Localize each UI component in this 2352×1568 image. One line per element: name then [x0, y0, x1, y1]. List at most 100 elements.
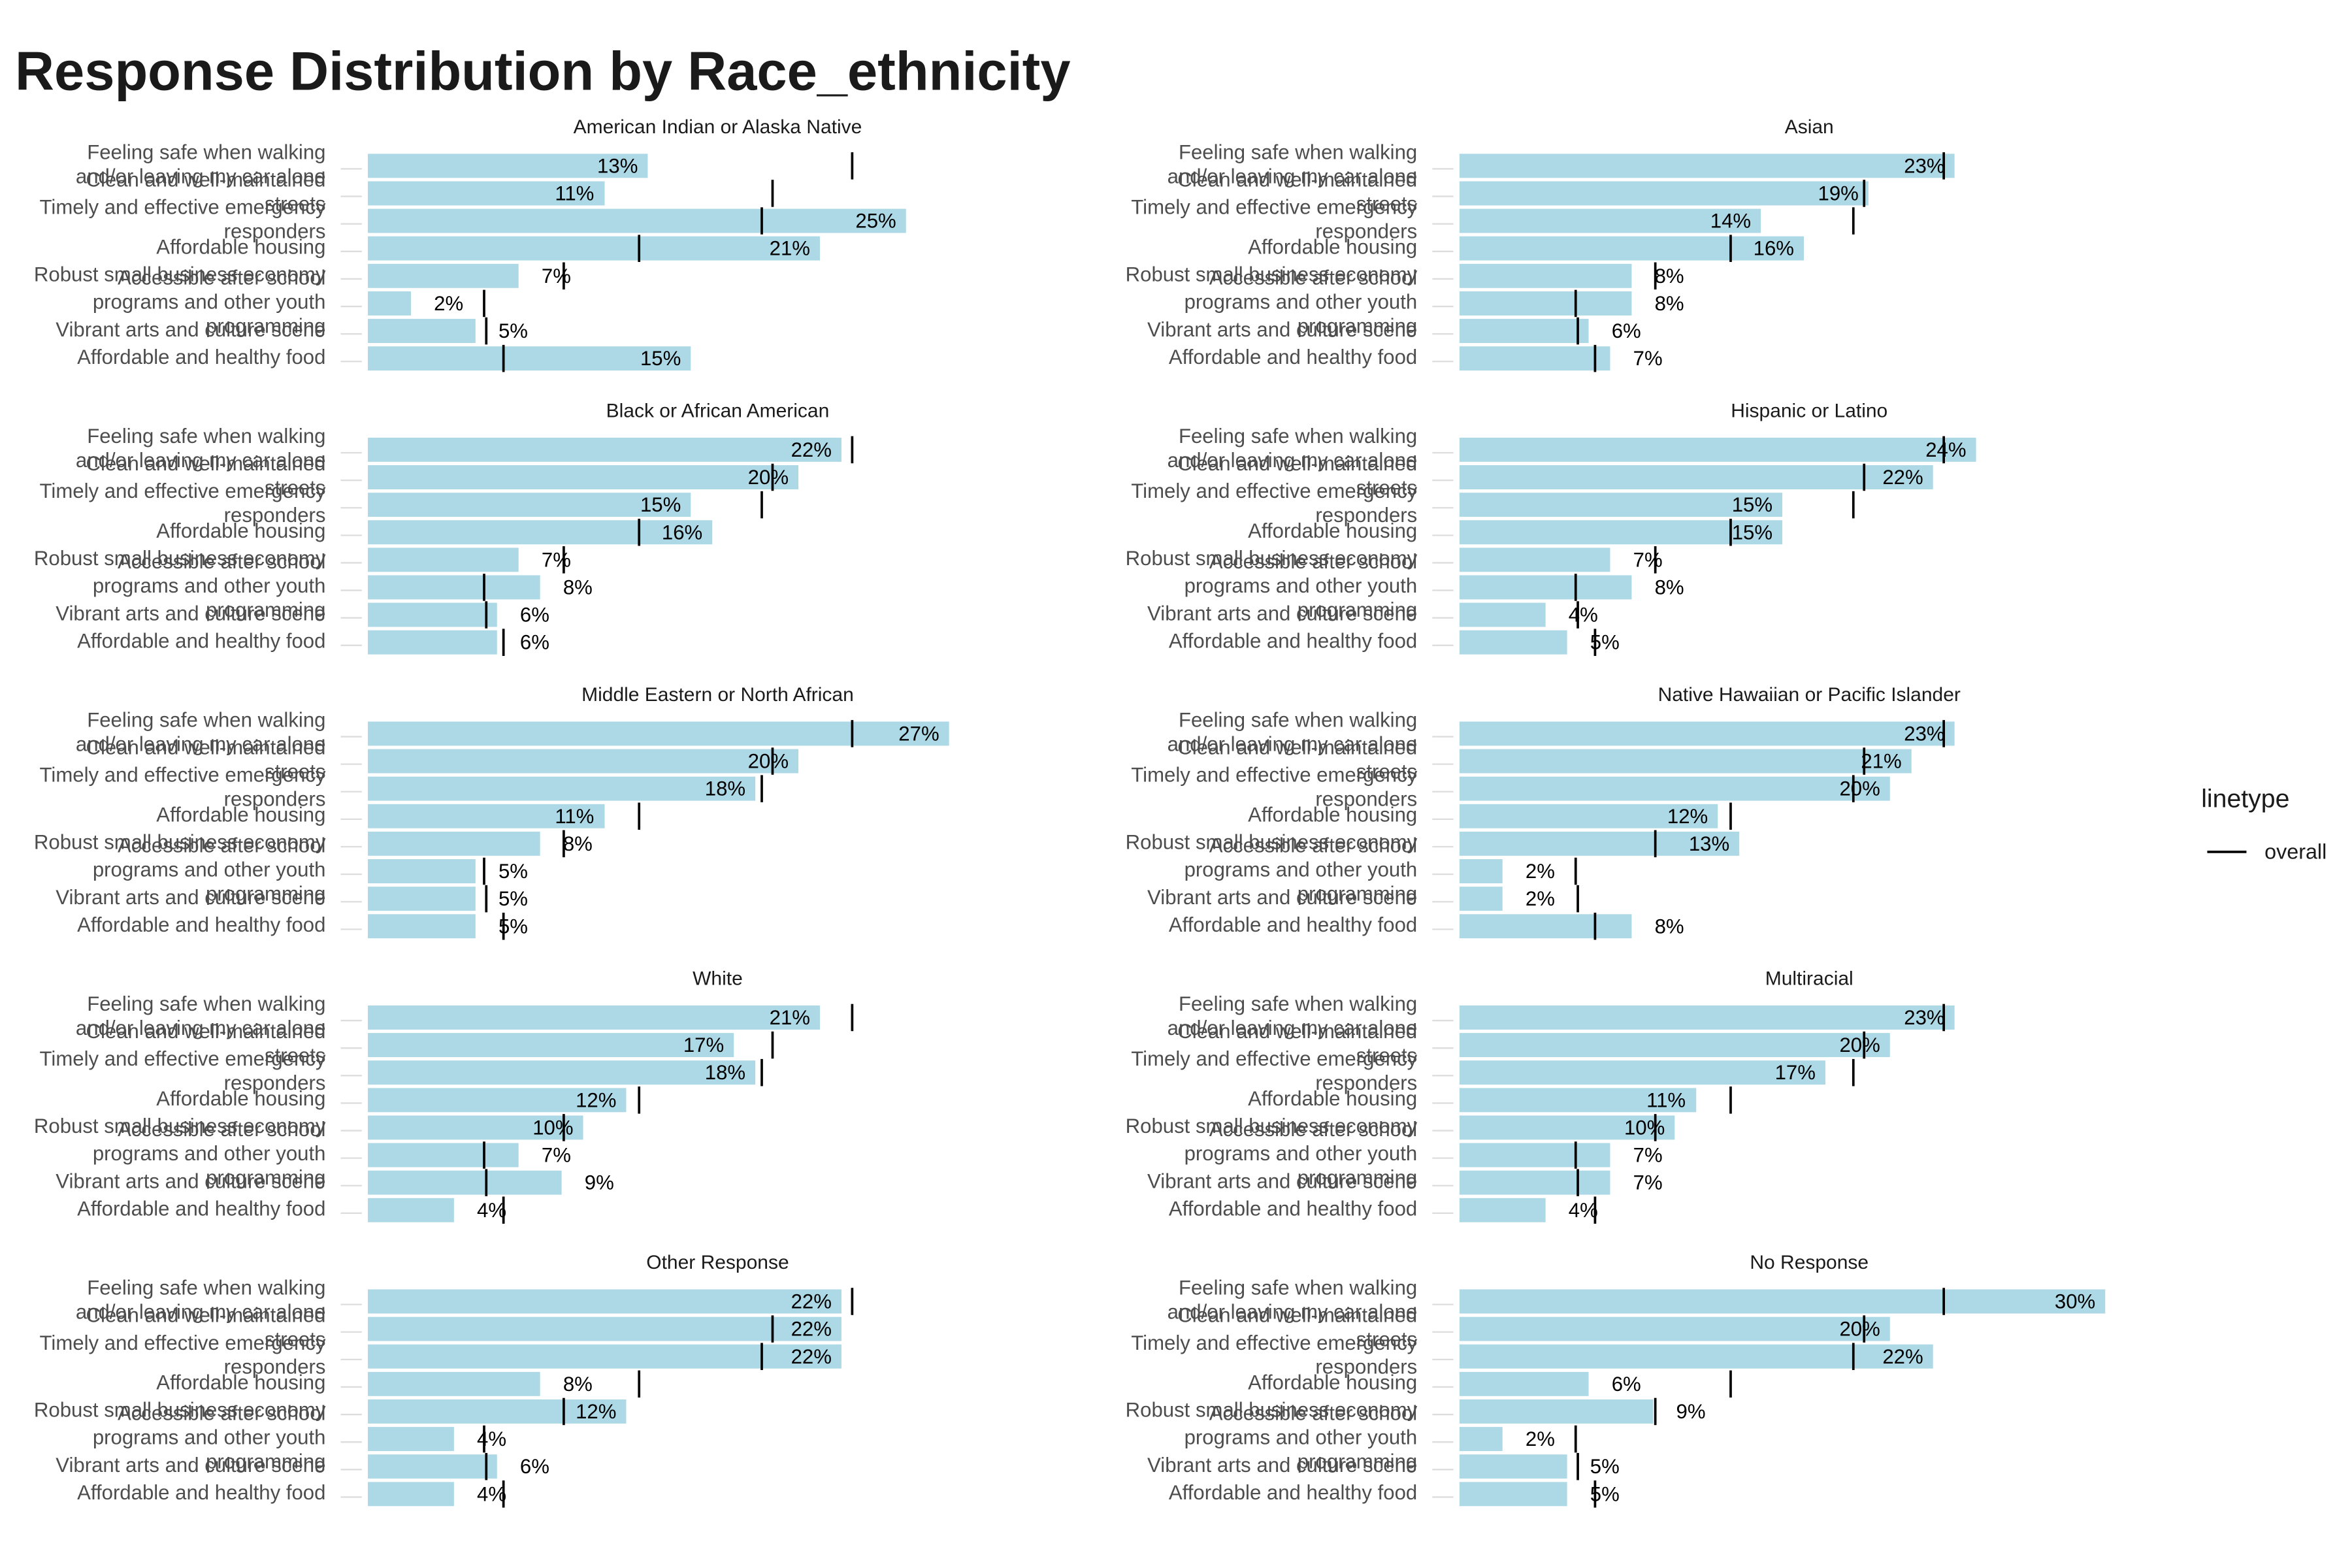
value-label: 6%	[1612, 319, 1641, 342]
value-label: 9%	[1676, 1400, 1706, 1423]
bar	[1459, 1170, 1610, 1195]
category-label: Timely and effective emergency responders	[1131, 1331, 1417, 1379]
bar	[368, 1033, 734, 1058]
value-label: 22%	[1882, 466, 1923, 489]
category-label: Feeling safe when walking and/or leaving …	[1168, 992, 1418, 1039]
category-label: Affordable and healthy food	[1169, 1198, 1417, 1220]
value-label: 8%	[563, 576, 593, 599]
value-label: 2%	[1526, 860, 1555, 883]
chart-title: Response Distribution by Race_ethnicity	[15, 41, 1070, 101]
value-label: 2%	[1526, 1428, 1555, 1450]
value-label: 22%	[791, 1318, 832, 1341]
category-label: Affordable and healthy food	[1169, 913, 1417, 936]
value-label: 7%	[542, 1144, 571, 1167]
value-label: 5%	[498, 915, 528, 938]
category-label: Accessible after school programs and othe…	[1184, 267, 1418, 338]
value-label: 20%	[748, 750, 789, 773]
bar	[368, 1170, 562, 1195]
category-label: Clean and well-maintained streets	[1177, 452, 1417, 499]
value-label: 6%	[520, 604, 549, 627]
bar	[368, 1060, 756, 1085]
bar	[1459, 181, 1869, 206]
bar	[368, 804, 605, 828]
bar	[1459, 493, 1783, 517]
value-label: 23%	[1904, 1006, 1944, 1029]
category-label: Vibrant arts and culture scene	[1147, 1454, 1417, 1477]
category-label: Feeling safe when walking and/or leaving …	[76, 992, 326, 1039]
bar	[1459, 1316, 1890, 1341]
value-label: 2%	[434, 292, 463, 315]
value-label: 23%	[1904, 154, 1944, 177]
value-label: 4%	[1569, 1199, 1598, 1222]
bar	[368, 547, 519, 572]
value-label: 7%	[1633, 1171, 1663, 1194]
facet-title: Middle Eastern or North African	[581, 684, 854, 706]
category-label: Robust small business economy	[34, 831, 326, 854]
bar	[368, 630, 497, 655]
bar	[1459, 721, 1955, 746]
category-label: Vibrant arts and culture scene	[1147, 886, 1417, 909]
bar	[1459, 749, 1912, 774]
value-label: 20%	[1839, 777, 1880, 800]
value-label: 11%	[555, 805, 594, 828]
facet-title: Other Response	[646, 1252, 789, 1273]
category-label: Vibrant arts and culture scene	[1147, 318, 1417, 341]
value-label: 17%	[1775, 1061, 1816, 1084]
facet-title: Asian	[1785, 116, 1834, 138]
value-label: 21%	[770, 237, 810, 260]
category-label: Affordable housing	[156, 804, 325, 826]
category-label: Affordable housing	[156, 1087, 325, 1110]
category-label: Accessible after school programs and othe…	[93, 267, 326, 338]
bar	[368, 721, 949, 746]
category-label: Affordable and healthy food	[1169, 629, 1417, 652]
value-label: 24%	[1925, 438, 1966, 461]
category-label: Affordable and healthy food	[1169, 346, 1417, 368]
category-label: Robust small business economy	[1126, 1399, 1418, 1422]
category-label: Accessible after school programs and othe…	[93, 1402, 326, 1473]
category-label: Feeling safe when walking and/or leaving …	[76, 1277, 326, 1324]
category-label: Accessible after school programs and othe…	[1184, 550, 1418, 621]
value-label: 20%	[1839, 1034, 1880, 1056]
category-label: Clean and well-maintained streets	[86, 452, 325, 499]
bar	[368, 437, 841, 462]
bar	[1459, 1371, 1589, 1396]
category-label: Timely and effective emergency responders	[1131, 480, 1417, 527]
bar	[368, 1399, 627, 1424]
bar	[368, 1115, 583, 1140]
value-label: 4%	[477, 1199, 506, 1222]
value-label: 21%	[1861, 750, 1901, 773]
category-label: Clean and well-maintained streets	[86, 169, 325, 216]
facet-title: Hispanic or Latino	[1731, 400, 1887, 422]
category-label: Vibrant arts and culture scene	[56, 318, 325, 341]
bar	[1459, 1399, 1654, 1424]
facet-title: Multiracial	[1765, 968, 1854, 990]
value-label: 5%	[498, 319, 528, 342]
value-label: 15%	[640, 347, 681, 370]
value-label: 5%	[498, 860, 528, 883]
bar	[1459, 437, 1976, 462]
bar	[368, 291, 411, 316]
value-label: 12%	[1667, 805, 1708, 828]
bar	[368, 1198, 454, 1222]
bar	[1459, 208, 1761, 233]
legend-label: overall	[2264, 840, 2327, 864]
value-label: 7%	[542, 265, 571, 287]
category-label: Affordable housing	[1248, 804, 1417, 826]
bar	[1459, 346, 1610, 371]
bar	[1459, 887, 1503, 911]
value-label: 8%	[563, 1373, 593, 1396]
value-label: 10%	[1624, 1116, 1665, 1139]
value-label: 16%	[662, 521, 702, 544]
category-label: Vibrant arts and culture scene	[56, 886, 325, 909]
bar	[1459, 831, 1740, 856]
value-label: 5%	[1590, 1482, 1620, 1505]
bar	[368, 520, 713, 545]
category-label: Feeling safe when walking and/or leaving …	[1168, 709, 1418, 756]
category-label: Feeling safe when walking and/or leaving …	[1168, 141, 1418, 188]
value-label: 8%	[1655, 292, 1684, 315]
value-label: 8%	[563, 832, 593, 855]
value-label: 7%	[1633, 1144, 1663, 1167]
value-label: 17%	[683, 1034, 724, 1056]
category-label: Affordable and healthy food	[1169, 1481, 1417, 1504]
